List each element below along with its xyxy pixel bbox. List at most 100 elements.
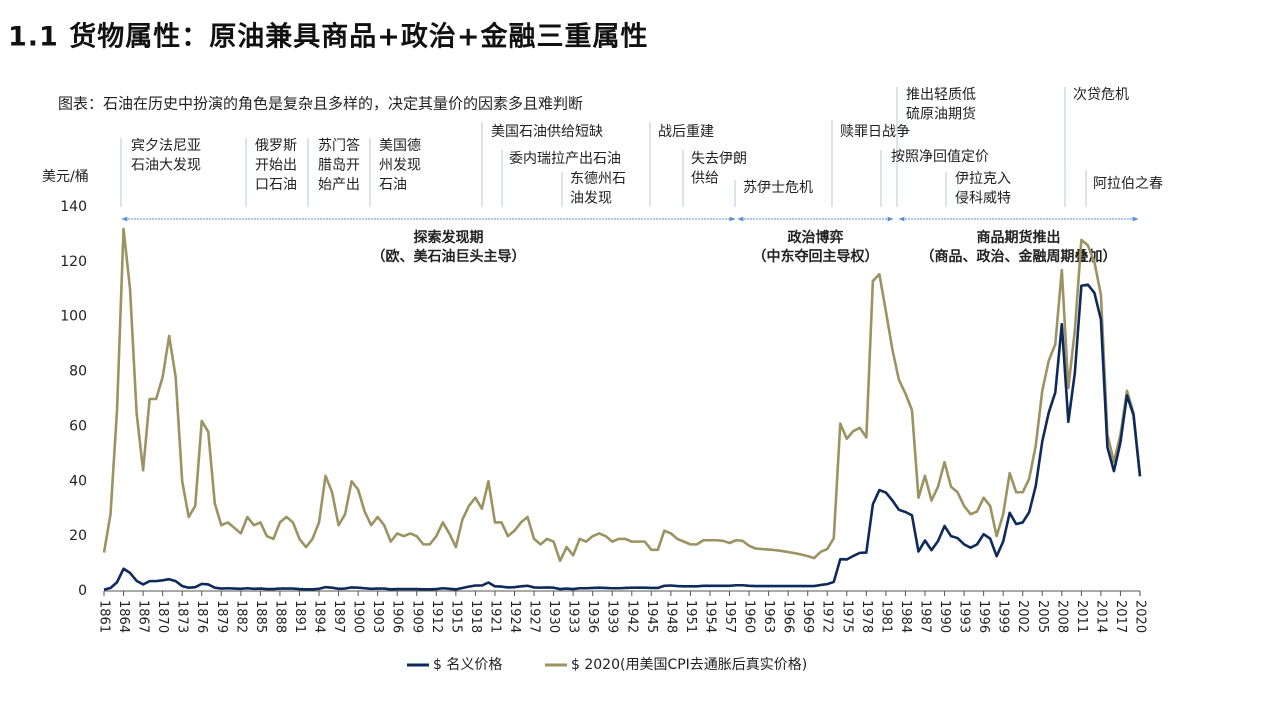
annotation-text: 失去伊朗 <box>691 151 747 167</box>
x-tick-label: 1933 <box>566 600 581 633</box>
x-tick-label: 2020 <box>1133 600 1148 633</box>
x-tick-label: 1984 <box>898 600 913 633</box>
y-tick-label: 0 <box>78 583 87 599</box>
annotation-text: 按照净回值定价 <box>891 149 989 165</box>
x-tick-label: 1975 <box>839 600 854 633</box>
x-tick-label: 1951 <box>683 600 698 633</box>
x-tick-label: 1903 <box>370 600 385 633</box>
legend-label: $ 2020(用美国CPI去通胀后真实价格) <box>571 657 807 673</box>
annotation-text: 次贷危机 <box>1073 87 1129 103</box>
x-tick-label: 1918 <box>468 600 483 633</box>
period-label: 商品期货推出 <box>977 229 1061 246</box>
x-tick-label: 1978 <box>859 600 874 633</box>
series-line <box>102 227 1142 563</box>
annotation-text: 美国石油供给短缺 <box>491 124 603 140</box>
x-tick-label: 1948 <box>663 600 678 633</box>
x-tick-label: 1873 <box>175 600 190 633</box>
x-tick-label: 1867 <box>136 600 151 633</box>
x-tick-label: 1915 <box>448 600 463 633</box>
annotation-text: 宾夕法尼亚 <box>131 138 201 154</box>
x-tick-label: 1966 <box>781 600 796 633</box>
y-axis-label: 美元/桶 <box>42 169 89 185</box>
x-tick-label: 1921 <box>487 600 502 633</box>
annotation-text: 苏门答 <box>318 137 360 154</box>
x-tick-label: 1882 <box>233 600 248 633</box>
x-tick-label: 2017 <box>1113 600 1128 633</box>
annotation-text: 伊拉克入 <box>955 171 1011 187</box>
annotation-text: 东德州石 <box>570 171 626 187</box>
x-tick-label: 1996 <box>976 600 991 633</box>
x-tick-label: 1906 <box>390 600 405 633</box>
x-tick-label: 1960 <box>742 600 757 633</box>
x-tick-label: 1969 <box>800 600 815 633</box>
annotation-text: 硫原油期货 <box>906 106 976 123</box>
x-tick-label: 1864 <box>116 600 131 633</box>
period-label: 探索发现期 <box>414 229 484 246</box>
annotation-text: 始产出 <box>318 177 360 193</box>
x-tick-label: 1939 <box>605 600 620 633</box>
x-tick-label: 1981 <box>878 600 893 633</box>
x-tick-label: 1870 <box>155 600 170 633</box>
x-tick-label: 1993 <box>957 600 972 633</box>
x-tick-label: 1999 <box>996 600 1011 633</box>
y-tick-label: 60 <box>69 418 87 434</box>
x-tick-label: 1885 <box>253 600 268 633</box>
x-tick-label: 1990 <box>937 600 952 633</box>
period-label: （欧、美石油巨头主导） <box>372 248 526 265</box>
annotation-text: 供给 <box>691 171 719 187</box>
x-tick-label: 1927 <box>527 600 542 633</box>
annotation-text: 美国德 <box>379 138 421 154</box>
annotation-text: 开始出 <box>255 158 297 174</box>
x-tick-label: 1879 <box>214 600 229 633</box>
annotation-text: 石油 <box>379 177 407 193</box>
annotation-text: 战后重建 <box>658 124 714 140</box>
x-tick-label: 1987 <box>917 600 932 633</box>
annotation-text: 腊岛开 <box>318 158 360 174</box>
x-tick-label: 1936 <box>585 600 600 633</box>
x-tick-label: 1912 <box>429 600 444 633</box>
x-tick-label: 1876 <box>194 600 209 633</box>
y-tick-label: 140 <box>60 199 87 215</box>
annotation-text: 委内瑞拉产出石油 <box>509 151 621 167</box>
period-label: （中东夺回主导权） <box>753 248 879 265</box>
legend-label: $ 名义价格 <box>433 657 502 673</box>
x-tick-label: 1945 <box>644 600 659 633</box>
x-tick-label: 2011 <box>1074 600 1089 633</box>
y-tick-label: 20 <box>69 528 87 544</box>
y-tick-label: 80 <box>69 364 87 380</box>
annotation-text: 赎罪日战争 <box>840 123 910 140</box>
annotation-text: 石油大发现 <box>131 158 201 174</box>
annotation-text: 苏伊士危机 <box>743 180 813 196</box>
annotation-text: 侵科威特 <box>955 190 1011 207</box>
subtitle: 图表：石油在历史中扮演的角色是复杂且多样的，决定其量价的因素多且难判断 <box>58 95 583 113</box>
chart-title: 1.1 货物属性：原油兼具商品+政治+金融三重属性 <box>8 21 648 53</box>
annotation-text: 阿拉伯之春 <box>1093 176 1163 192</box>
y-tick-label: 120 <box>60 254 87 270</box>
x-tick-label: 1909 <box>409 600 424 633</box>
x-tick-label: 1930 <box>546 600 561 633</box>
x-tick-label: 2002 <box>1015 600 1030 633</box>
x-tick-label: 2008 <box>1054 600 1069 633</box>
x-tick-label: 1888 <box>272 600 287 633</box>
x-tick-label: 1900 <box>351 600 366 633</box>
x-tick-label: 2005 <box>1035 600 1050 633</box>
annotation-text: 州发现 <box>379 158 421 174</box>
x-tick-label: 1954 <box>702 600 717 633</box>
period-label: （商品、政治、金融周期叠加） <box>921 248 1117 265</box>
annotation-text: 推出轻质低 <box>906 87 976 103</box>
x-tick-label: 1891 <box>292 600 307 633</box>
x-tick-label: 1972 <box>820 600 835 633</box>
x-tick-label: 1963 <box>761 600 776 633</box>
x-tick-label: 1942 <box>624 600 639 633</box>
annotation-text: 俄罗斯 <box>255 138 297 154</box>
series-line <box>103 283 1142 591</box>
period-label: 政治博弈 <box>788 229 844 246</box>
x-tick-label: 1957 <box>722 600 737 633</box>
x-tick-label: 1924 <box>507 600 522 633</box>
x-tick-label: 2014 <box>1093 600 1108 633</box>
x-tick-label: 1861 <box>97 600 112 633</box>
x-tick-label: 1897 <box>331 600 346 633</box>
y-tick-label: 40 <box>69 473 87 489</box>
y-tick-label: 100 <box>60 309 87 325</box>
